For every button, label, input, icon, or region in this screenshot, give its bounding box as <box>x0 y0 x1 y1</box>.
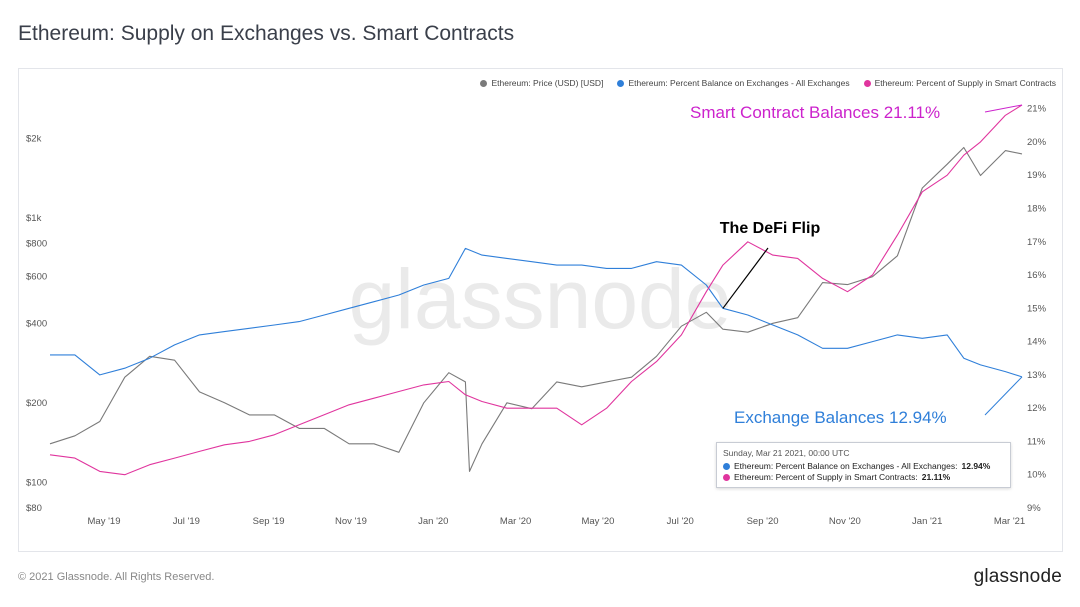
legend-dot-smart-contracts <box>863 79 871 87</box>
glassnode-logo[interactable]: glassnode <box>973 566 1062 587</box>
legend-item-price[interactable]: Ethereum: Price (USD) [USD] <box>480 78 603 88</box>
y-right-tick-label: 18% <box>1027 203 1047 214</box>
tooltip: Sunday, Mar 21 2021, 00:00 UTC Ethereum:… <box>716 442 1011 488</box>
y-left-tick-label: $1k <box>26 213 42 224</box>
x-tick-label: Jan '21 <box>912 516 942 527</box>
page-title: Ethereum: Supply on Exchanges vs. Smart … <box>18 22 515 45</box>
y-left-tick-label: $400 <box>26 318 47 329</box>
annotation-exchange: Exchange Balances 12.94% <box>734 408 947 427</box>
x-tick-label: Mar '20 <box>500 516 531 527</box>
legend-label-exchanges: Ethereum: Percent Balance on Exchanges -… <box>628 78 850 88</box>
legend-dot-exchanges <box>617 79 625 87</box>
y-right-tick-label: 16% <box>1027 270 1047 281</box>
y-right-tick-label: 11% <box>1027 436 1046 447</box>
y-right-tick-label: 20% <box>1027 137 1047 148</box>
y-right-tick-label: 12% <box>1027 403 1047 414</box>
tooltip-label-smart-contracts: Ethereum: Percent of Supply in Smart Con… <box>734 472 918 482</box>
x-tick-label: Jul '20 <box>667 516 694 527</box>
tooltip-value-smart-contracts: 21.11% <box>921 472 951 482</box>
y-left-tick-label: $600 <box>26 272 47 283</box>
x-tick-label: Sep '20 <box>747 516 779 527</box>
tooltip-row-exchanges: Ethereum: Percent Balance on Exchanges -… <box>723 461 1004 471</box>
copyright: © 2021 Glassnode. All Rights Reserved. <box>18 571 215 583</box>
tooltip-dot-smart-contracts <box>723 473 730 481</box>
annotation-defi-flip: The DeFi Flip <box>720 220 821 237</box>
y-left-tick-label: $100 <box>26 477 47 488</box>
annotation-exchange-arrow <box>984 376 1023 416</box>
x-tick-label: May '20 <box>581 516 614 527</box>
legend: Ethereum: Price (USD) [USD] Ethereum: Pe… <box>480 78 1056 88</box>
tooltip-value-exchanges: 12.94% <box>961 461 991 471</box>
exchange-balance-line <box>50 247 1023 378</box>
x-tick-label: Jul '19 <box>173 516 200 527</box>
x-tick-label: May '19 <box>88 516 121 527</box>
tooltip-date: Sunday, Mar 21 2021, 00:00 UTC <box>723 448 850 458</box>
x-tick-label: Jan '20 <box>418 516 448 527</box>
y-right-tick-label: 17% <box>1027 237 1047 248</box>
y-right-tick-label: 14% <box>1027 337 1047 348</box>
y-right-tick-label: 21% <box>1027 104 1047 115</box>
legend-label-smart-contracts: Ethereum: Percent of Supply in Smart Con… <box>874 78 1056 88</box>
y-right-tick-label: 19% <box>1027 170 1047 181</box>
legend-label-price: Ethereum: Price (USD) [USD] <box>491 78 604 88</box>
y-right-tick-label: 15% <box>1027 303 1047 314</box>
x-tick-label: Sep '19 <box>253 516 285 527</box>
x-tick-label: Mar '21 <box>994 516 1025 527</box>
tooltip-row-smart-contracts: Ethereum: Percent of Supply in Smart Con… <box>723 472 1004 482</box>
annotation-smart-contract-arrow <box>984 104 1023 113</box>
legend-item-smart-contracts[interactable]: Ethereum: Percent of Supply in Smart Con… <box>863 78 1056 88</box>
tooltip-dot-exchanges <box>723 462 730 470</box>
legend-item-exchanges[interactable]: Ethereum: Percent Balance on Exchanges -… <box>617 78 850 88</box>
x-tick-label: Nov '20 <box>829 516 861 527</box>
y-right-tick-label: 10% <box>1027 470 1047 481</box>
y-right-tick-label: 9% <box>1027 503 1041 514</box>
y-left-tick-label: $2k <box>26 134 42 145</box>
y-left-tick-label: $800 <box>26 239 47 250</box>
smart-contract-line <box>49 104 1023 476</box>
legend-dot-price <box>480 79 488 87</box>
annotation-smart-contract: Smart Contract Balances 21.11% <box>690 103 940 122</box>
annotation-defi-flip-arrow <box>722 247 769 309</box>
x-tick-label: Nov '19 <box>335 516 367 527</box>
y-left-tick-label: $80 <box>26 503 42 514</box>
y-left-tick-label: $200 <box>26 398 47 409</box>
watermark: glassnode <box>349 252 732 346</box>
tooltip-label-exchanges: Ethereum: Percent Balance on Exchanges -… <box>734 461 958 471</box>
y-right-tick-label: 13% <box>1027 370 1047 381</box>
